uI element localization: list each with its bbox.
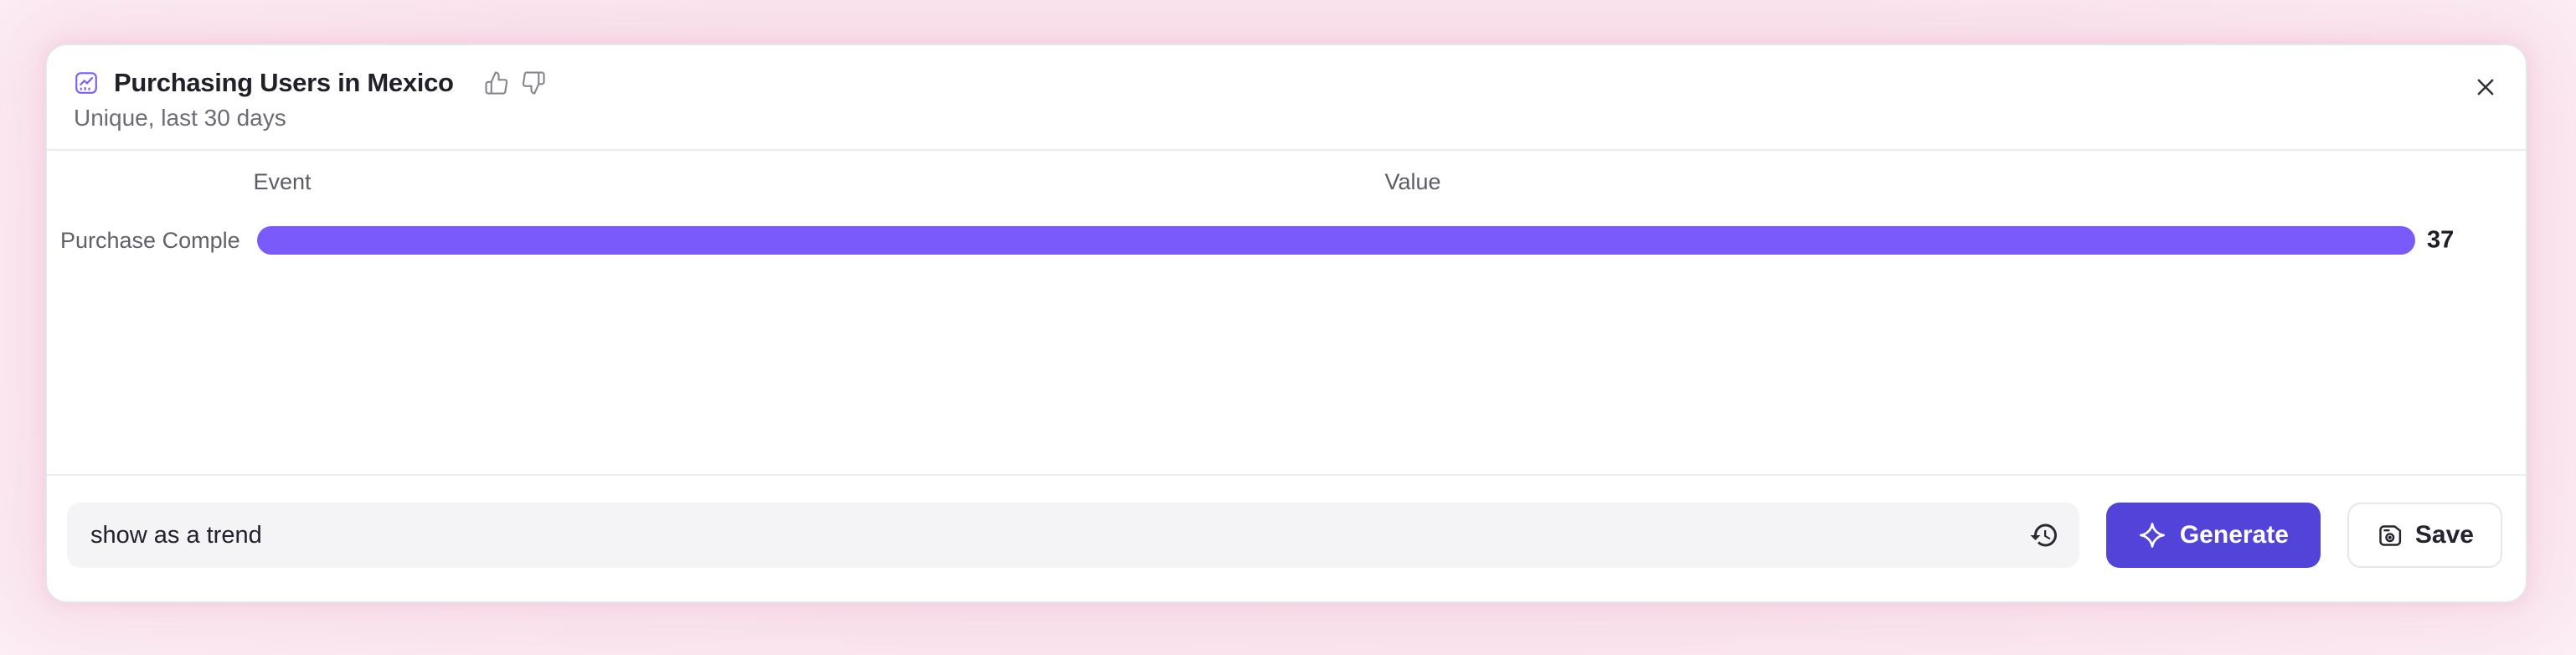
- prompt-input[interactable]: [67, 503, 2079, 568]
- save-button[interactable]: Save: [2347, 503, 2502, 568]
- thumbs-up-icon: [485, 71, 507, 95]
- bar-value-label: 37: [2427, 226, 2455, 254]
- card-subtitle: Unique, last 30 days: [74, 105, 286, 131]
- bar-row[interactable]: Purchase Completed... 37: [47, 226, 2526, 255]
- card-header: Purchasing Users in Mexico Unique, last …: [47, 45, 2526, 151]
- column-header-value: Value: [1384, 169, 1441, 194]
- thumbs-down-button[interactable]: [521, 70, 546, 95]
- title-row: Purchasing Users in Mexico: [74, 69, 2499, 97]
- bar-chart: Event Value Purchase Completed... 37: [47, 151, 2526, 474]
- generate-button-label: Generate: [2179, 521, 2289, 549]
- card-title: Purchasing Users in Mexico: [114, 68, 454, 97]
- history-icon: [2030, 523, 2057, 547]
- prompt-toolbar: Generate Save: [47, 474, 2526, 601]
- close-button[interactable]: [2470, 72, 2501, 102]
- save-disk-icon: [2379, 524, 2402, 546]
- prompt-history-button[interactable]: [2027, 518, 2061, 552]
- prompt-field-wrap: [67, 503, 2079, 568]
- generate-button[interactable]: Generate: [2105, 503, 2321, 568]
- bar-rows: Purchase Completed... 37: [47, 226, 2526, 276]
- column-header-event: Event: [253, 169, 312, 194]
- bar-segment[interactable]: [257, 226, 2415, 255]
- insight-card: Purchasing Users in Mexico Unique, last …: [45, 44, 2527, 603]
- thumbs-up-button[interactable]: [484, 70, 509, 95]
- feedback-group: [484, 70, 546, 95]
- bar-track: 37: [257, 226, 2454, 255]
- sparkle-icon: [2139, 523, 2165, 548]
- line-chart-icon: [75, 72, 97, 94]
- thumbs-down-icon: [522, 71, 545, 95]
- close-icon: [2477, 79, 2494, 95]
- bar-row-label: Purchase Completed...: [60, 227, 240, 253]
- save-button-label: Save: [2414, 521, 2474, 549]
